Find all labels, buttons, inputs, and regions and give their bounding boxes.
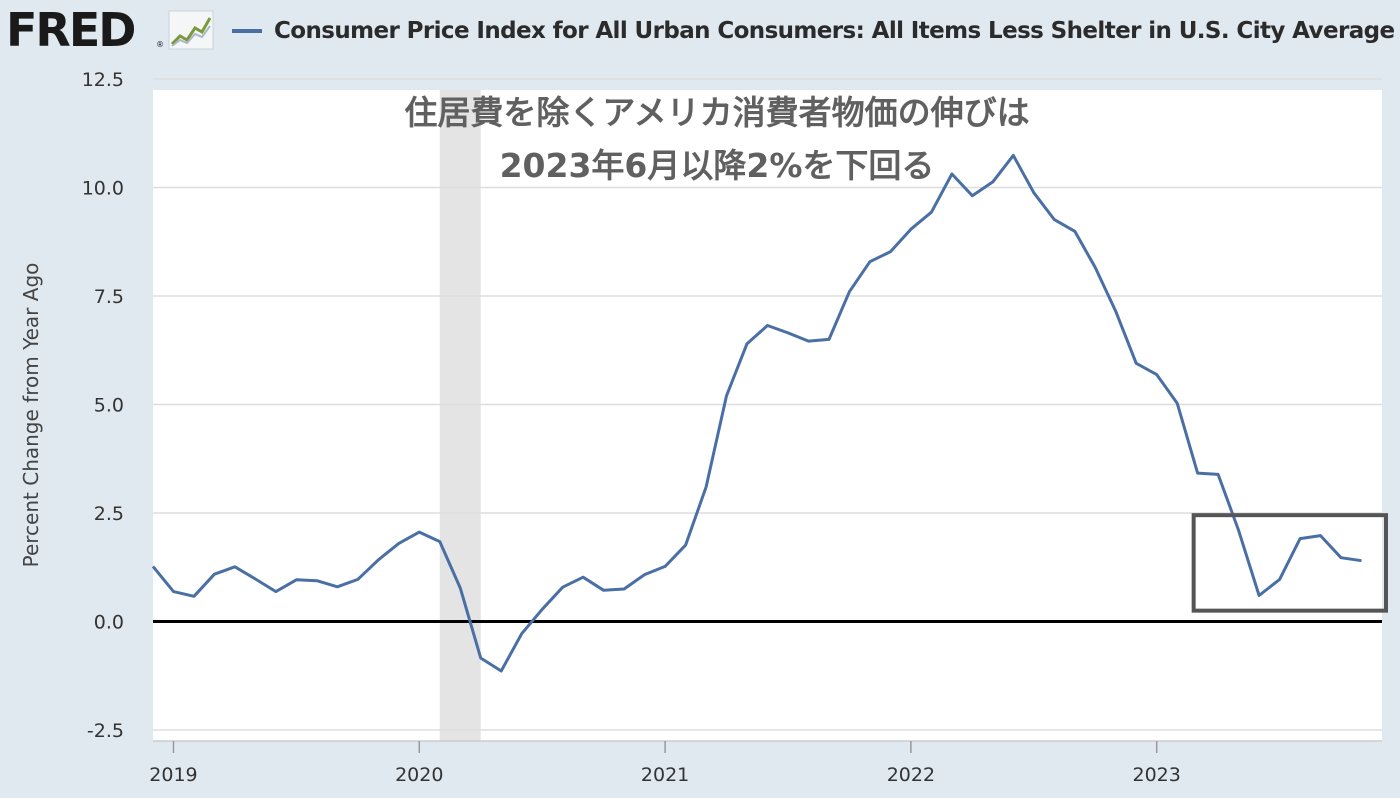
data-point[interactable]: [191, 593, 197, 599]
data-point[interactable]: [1359, 558, 1365, 564]
data-point[interactable]: [846, 289, 852, 295]
data-point[interactable]: [416, 529, 422, 535]
data-point[interactable]: [1297, 536, 1303, 542]
x-tick-label: 2019: [149, 764, 197, 786]
data-point[interactable]: [560, 584, 566, 590]
data-point[interactable]: [457, 585, 463, 591]
y-axis-title: Percent Change from Year Ago: [19, 263, 43, 568]
annotation-line-2: 2023年6月以降2%を下回る: [500, 146, 935, 185]
x-tick-label: 2021: [641, 764, 689, 786]
x-tick-label: 2020: [395, 764, 443, 786]
data-point[interactable]: [642, 572, 648, 578]
data-point[interactable]: [949, 171, 955, 177]
data-point[interactable]: [662, 563, 668, 569]
data-point[interactable]: [355, 576, 361, 582]
legend-swatch: [232, 29, 262, 33]
data-point[interactable]: [519, 631, 525, 637]
x-tick-label: 2022: [887, 764, 935, 786]
legend-label: Consumer Price Index for All Urban Consu…: [274, 18, 1395, 44]
data-point[interactable]: [314, 578, 320, 584]
data-point[interactable]: [724, 393, 730, 399]
y-tick-label: 2.5: [94, 503, 124, 525]
data-point[interactable]: [1092, 264, 1098, 270]
data-point[interactable]: [765, 323, 771, 329]
y-tick-label: 7.5: [94, 286, 124, 308]
data-point[interactable]: [1072, 228, 1078, 234]
data-point[interactable]: [1051, 217, 1057, 223]
data-point[interactable]: [1195, 470, 1201, 476]
data-point[interactable]: [887, 249, 893, 255]
data-point[interactable]: [334, 584, 340, 590]
data-point[interactable]: [826, 336, 832, 342]
data-point[interactable]: [703, 484, 709, 490]
highlight-box: [1191, 513, 1389, 613]
data-point[interactable]: [990, 179, 996, 185]
data-point[interactable]: [498, 668, 504, 674]
data-point[interactable]: [1113, 308, 1119, 314]
data-point[interactable]: [785, 330, 791, 336]
chart-header: FRED ® Consumer Price Index for All Urba…: [0, 0, 1400, 62]
chart-legend: Consumer Price Index for All Urban Consu…: [232, 14, 1395, 48]
data-point[interactable]: [1318, 533, 1324, 539]
data-point[interactable]: [150, 563, 156, 569]
data-point[interactable]: [1010, 152, 1016, 158]
x-tick-label: 2023: [1133, 764, 1181, 786]
data-point[interactable]: [1256, 592, 1262, 598]
y-tick-label: 12.5: [82, 69, 124, 91]
data-point[interactable]: [232, 564, 238, 570]
y-tick-label: 0.0: [94, 612, 124, 634]
y-tick-label: 10.0: [82, 178, 124, 200]
data-point[interactable]: [211, 571, 217, 577]
series-line[interactable]: [151, 153, 1362, 673]
data-point[interactable]: [375, 557, 381, 563]
data-point[interactable]: [683, 542, 689, 548]
data-point[interactable]: [805, 338, 811, 344]
data-point[interactable]: [273, 589, 279, 595]
data-point[interactable]: [908, 226, 914, 232]
line-graph-icon: [168, 10, 214, 50]
data-point[interactable]: [867, 259, 873, 265]
x-axis: 2019 2020 2021 2022 2023: [149, 740, 1382, 786]
data-point[interactable]: [170, 589, 176, 595]
data-point[interactable]: [928, 209, 934, 215]
data-point[interactable]: [1174, 400, 1180, 406]
registered-mark: ®: [156, 40, 164, 49]
data-point[interactable]: [539, 606, 545, 612]
data-point[interactable]: [478, 655, 484, 661]
y-tick-label: -2.5: [87, 720, 124, 742]
plot-area: [153, 90, 1382, 741]
data-point[interactable]: [580, 574, 586, 580]
data-point[interactable]: [396, 540, 402, 546]
data-point[interactable]: [969, 193, 975, 199]
data-point[interactable]: [437, 539, 443, 545]
data-point[interactable]: [1215, 471, 1221, 477]
fred-logo[interactable]: FRED: [6, 3, 136, 57]
data-point[interactable]: [744, 341, 750, 347]
data-point[interactable]: [1031, 190, 1037, 196]
data-point[interactable]: [601, 587, 607, 593]
data-point[interactable]: [1277, 576, 1283, 582]
data-point[interactable]: [621, 586, 627, 592]
y-axis-ticks: 12.5 10.0 7.5 5.0 2.5 0.0 -2.5: [82, 69, 124, 742]
data-point[interactable]: [252, 576, 258, 582]
data-point[interactable]: [1154, 372, 1160, 378]
annotation-line-1: 住居費を除くアメリカ消費者物価の伸びは: [404, 93, 1029, 132]
data-point[interactable]: [1338, 555, 1344, 561]
y-tick-label: 5.0: [94, 395, 124, 417]
data-point[interactable]: [1236, 527, 1242, 533]
data-point[interactable]: [1133, 360, 1139, 366]
data-point[interactable]: [293, 577, 299, 583]
